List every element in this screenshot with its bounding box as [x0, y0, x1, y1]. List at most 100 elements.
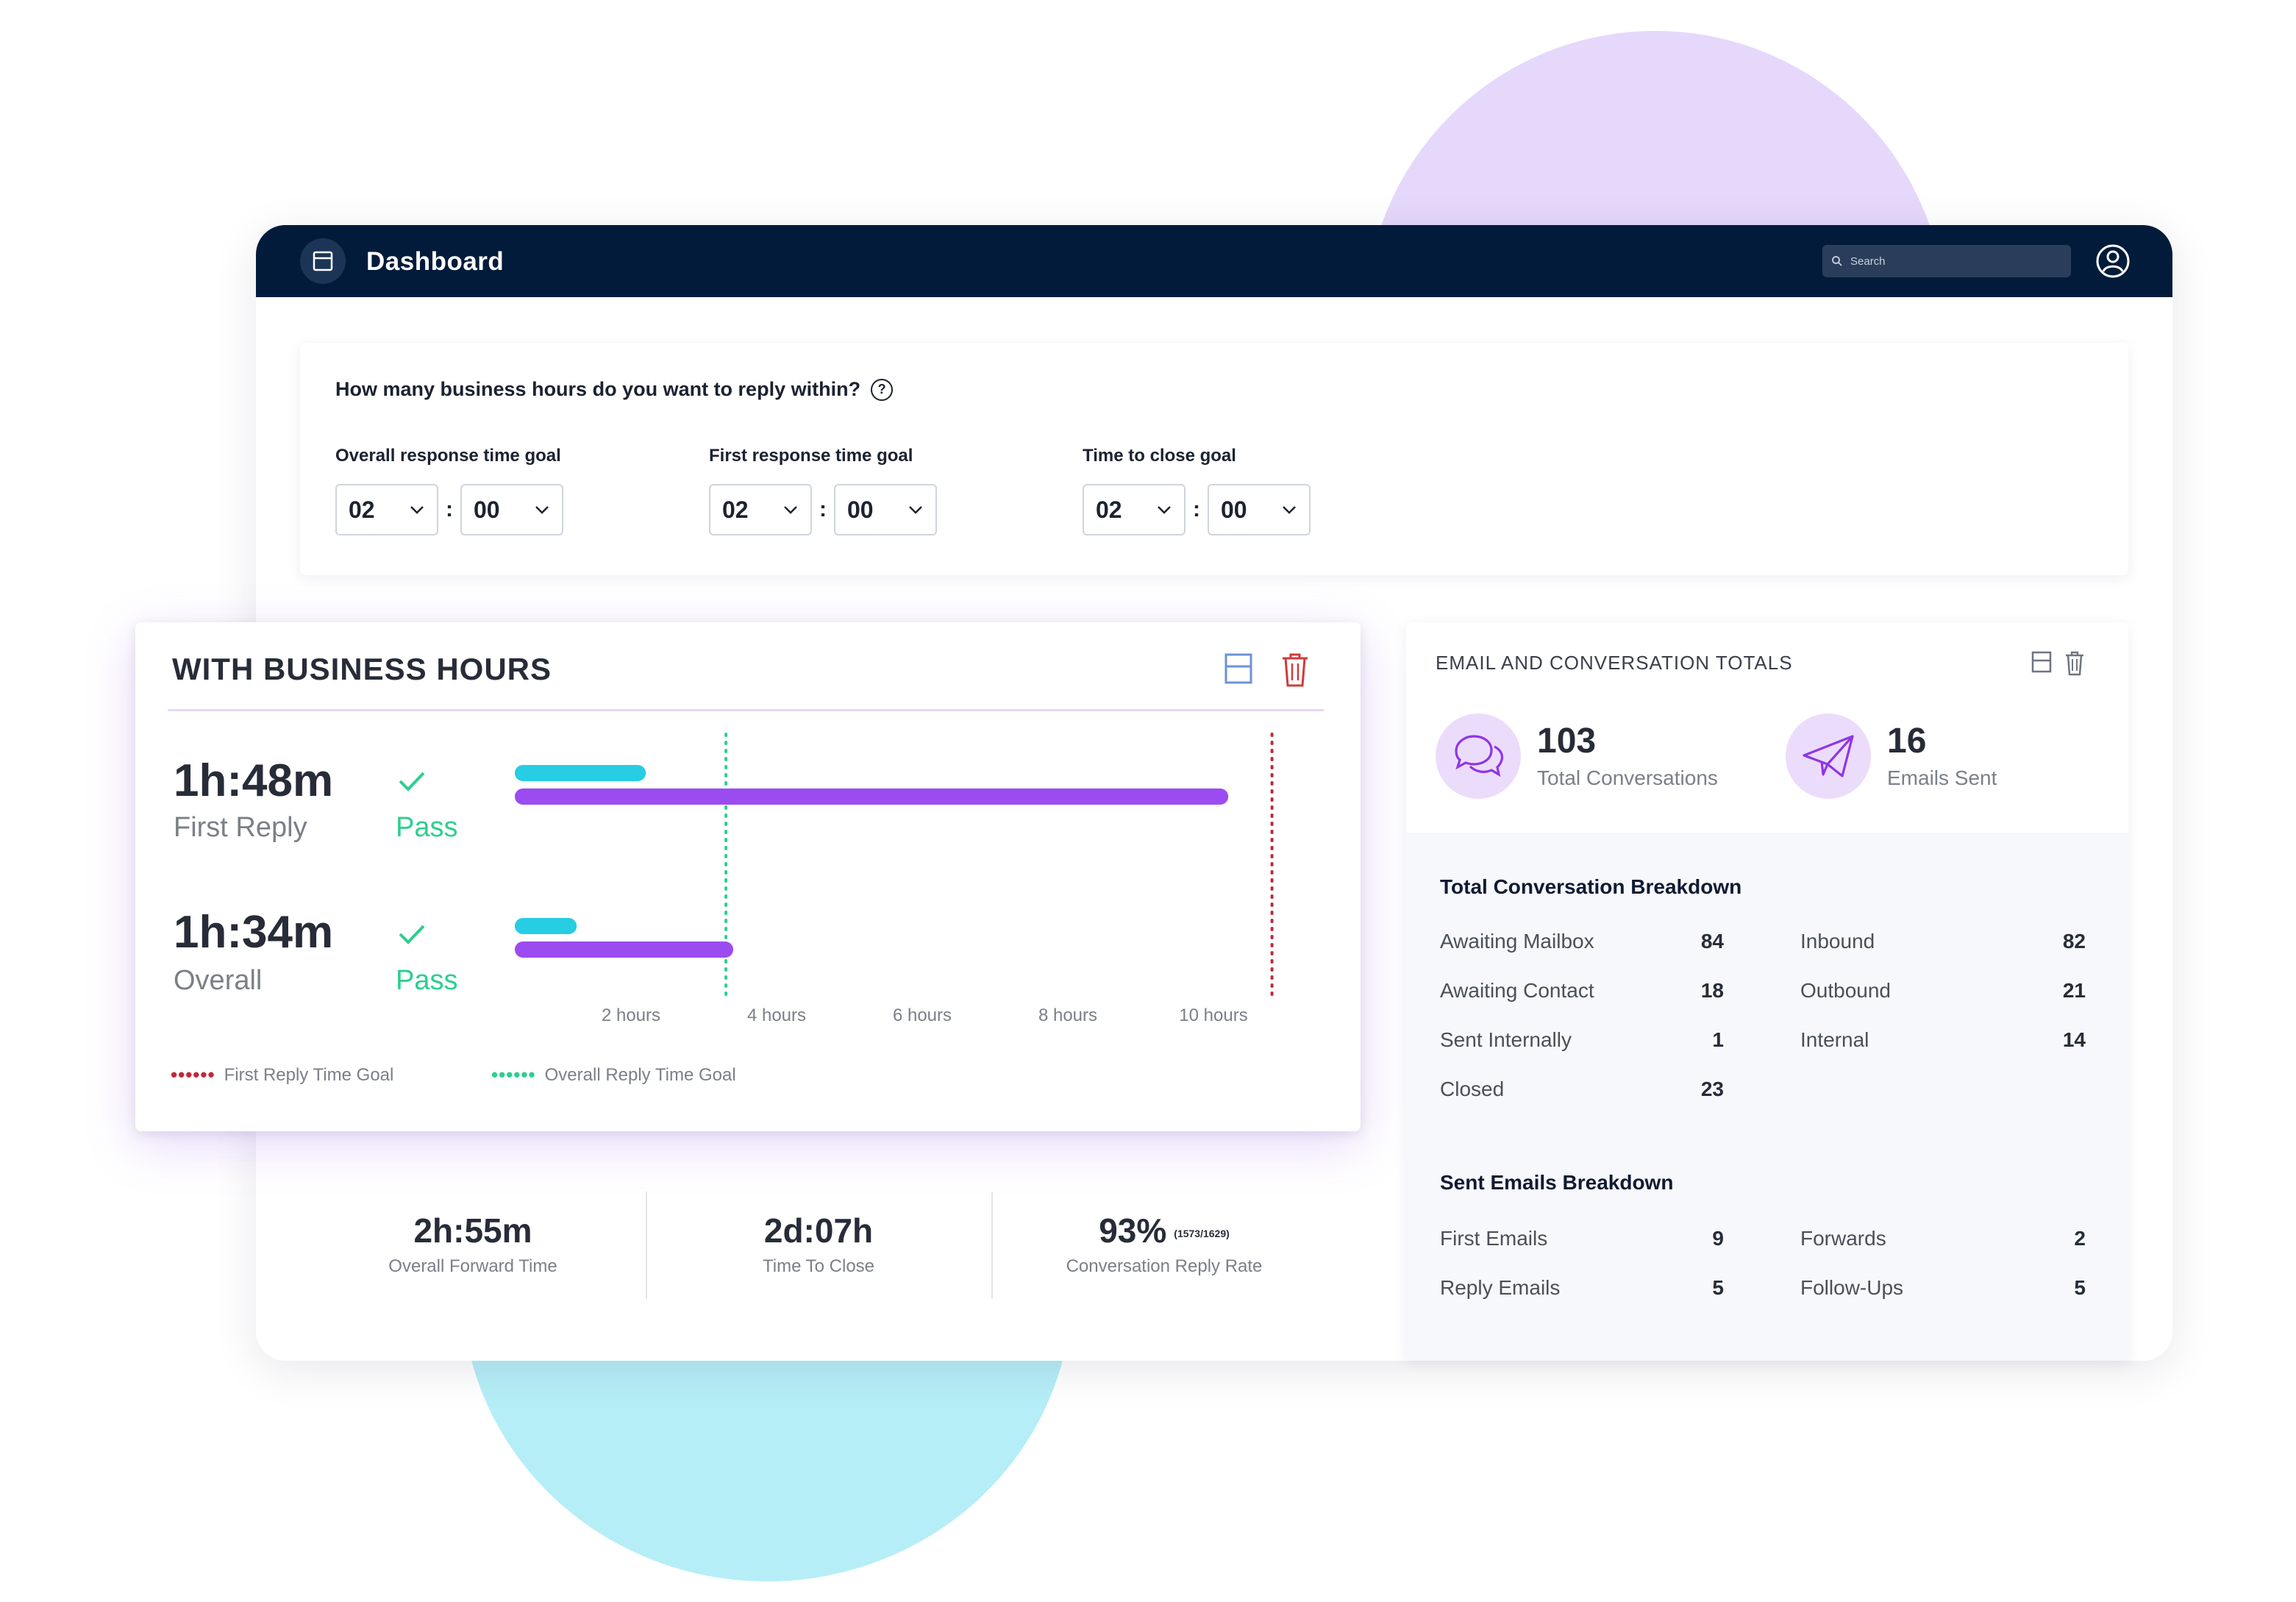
layout-icon: [313, 251, 333, 271]
legend-label: First Reply Time Goal: [224, 1064, 394, 1085]
bar-overall-1: [515, 941, 733, 958]
minutes-select[interactable]: 00: [460, 484, 563, 535]
stat-value: 93%: [1099, 1211, 1167, 1250]
reply-time-chart: 2 hours 4 hours 6 hours 8 hours 10 hours: [515, 733, 1274, 1025]
row-label: Internal: [1800, 1028, 1869, 1051]
trash-icon[interactable]: [2064, 650, 2086, 677]
row-label: Reply Emails: [1440, 1276, 1561, 1299]
stat-value-row: 2h:55m: [300, 1211, 646, 1250]
response-goals-panel: How many business hours do you want to r…: [300, 343, 2128, 575]
row-value: 5: [1712, 1276, 1724, 1299]
stat-value-row: 93% (1573/1629): [991, 1211, 1337, 1250]
x-tick-label: 4 hours: [747, 1005, 806, 1025]
row-label: Inbound: [1800, 930, 1875, 953]
stat-label: Conversation Reply Rate: [1066, 1256, 1263, 1276]
hours-value: 02: [1096, 496, 1122, 523]
hours-value: 02: [349, 496, 375, 523]
layout-toggle-icon[interactable]: [1224, 652, 1253, 686]
breakdown-row: Internal 14: [1800, 1028, 2086, 1052]
x-tick-label: 6 hours: [893, 1005, 952, 1025]
row-value: 82: [2062, 930, 2086, 953]
help-icon[interactable]: ?: [871, 378, 894, 401]
stat-label: Time To Close: [762, 1256, 875, 1276]
hours-select[interactable]: 02: [709, 484, 812, 535]
breakdown-section: Total Conversation Breakdown Awaiting Ma…: [1406, 833, 2128, 1361]
goal-label: Time to close goal: [1083, 446, 1236, 466]
search-input[interactable]: [1849, 254, 2058, 268]
row-label: Awaiting Mailbox: [1440, 930, 1594, 953]
row-value: 9: [1712, 1227, 1724, 1250]
row-value: 2: [2074, 1227, 2086, 1250]
row-label: Awaiting Contact: [1440, 979, 1594, 1002]
breakdown-row: Awaiting Mailbox 84: [1440, 930, 1724, 953]
check-icon: [399, 925, 425, 944]
stat-conversation-reply-rate: 93% (1573/1629) Conversation Reply Rate: [991, 1211, 1337, 1277]
minutes-value: 00: [847, 496, 874, 523]
chevron-down-icon: [1158, 506, 1171, 514]
chevron-down-icon: [784, 506, 797, 514]
business-hours-card: WITH BUSINESS HOURS 1h:48m First Reply P…: [135, 622, 1361, 1131]
hours-select[interactable]: 02: [335, 484, 438, 535]
breakdown-row: Outbound 21: [1800, 979, 2086, 1003]
emails-sent-value: 16: [1887, 722, 1927, 761]
legend-label: Overall Reply Time Goal: [544, 1064, 736, 1085]
red-dotted-swatch: ••••••: [171, 1064, 215, 1086]
green-dotted-swatch: ••••••: [491, 1064, 536, 1086]
layout-toggle-icon[interactable]: [2031, 650, 2052, 674]
first-reply-label: First Reply: [174, 812, 307, 843]
stat-time-to-close: 2d:07h Time To Close: [646, 1211, 991, 1277]
hours-value: 02: [722, 496, 749, 523]
row-label: Follow-Ups: [1800, 1276, 1904, 1299]
bar-first-reply-1: [515, 788, 1229, 805]
overall-label: Overall: [174, 965, 263, 996]
row-label: Sent Internally: [1440, 1028, 1572, 1051]
sent-breakdown-title: Sent Emails Breakdown: [1440, 1171, 1674, 1194]
bar-first-reply-0: [515, 765, 646, 781]
emails-sent-label: Emails Sent: [1887, 766, 1997, 789]
legend-first-reply-goal: •••••• First Reply Time Goal: [171, 1064, 393, 1086]
user-account-icon[interactable]: [2094, 243, 2131, 280]
minutes-select[interactable]: 00: [834, 484, 937, 535]
total-conversations-value: 103: [1537, 722, 1597, 761]
search-icon: [1832, 256, 1842, 266]
row-label: Closed: [1440, 1078, 1505, 1100]
top-navbar: Dashboard: [256, 225, 2172, 297]
layout-menu-button[interactable]: [300, 238, 346, 284]
chat-bubbles-icon-badge: [1436, 713, 1521, 799]
breakdown-row: Awaiting Contact 18: [1440, 979, 1724, 1003]
row-value: 84: [1700, 930, 1724, 953]
paper-plane-icon-badge: [1786, 713, 1871, 799]
minutes-select[interactable]: 00: [1208, 484, 1311, 535]
chevron-down-icon: [410, 506, 424, 514]
page-title: Dashboard: [366, 247, 505, 276]
chat-bubbles-icon: [1455, 735, 1504, 777]
stat-value-row: 2d:07h: [646, 1211, 991, 1250]
x-tick-label: 8 hours: [1038, 1005, 1097, 1025]
hours-select[interactable]: 02: [1083, 484, 1186, 535]
x-tick-label: 2 hours: [602, 1005, 660, 1025]
conversation-breakdown-title: Total Conversation Breakdown: [1440, 875, 1742, 898]
x-tick-label: 10 hours: [1179, 1005, 1247, 1025]
card-title: EMAIL AND CONVERSATION TOTALS: [1436, 652, 1793, 674]
overall-response-goal: Overall response time goal 02 : 00: [335, 446, 563, 535]
search-bar[interactable]: [1822, 245, 2071, 277]
bar-overall-0: [515, 918, 577, 934]
row-value: 23: [1700, 1078, 1724, 1100]
stat-divider: [646, 1192, 647, 1299]
goals-question-row: How many business hours do you want to r…: [335, 378, 894, 401]
stat-overall-forward-time: 2h:55m Overall Forward Time: [300, 1211, 646, 1277]
overall-status: Pass: [396, 965, 458, 996]
breakdown-row: Sent Internally 1: [1440, 1028, 1724, 1052]
time-separator: :: [819, 497, 827, 521]
stat-label: Overall Forward Time: [388, 1256, 557, 1276]
time-to-close-goal: Time to close goal 02 : 00: [1083, 446, 1311, 535]
row-label: Outbound: [1800, 979, 1891, 1002]
breakdown-row: Inbound 82: [1800, 930, 2086, 953]
time-separator: :: [1193, 497, 1200, 521]
stat-value: 2d:07h: [763, 1211, 874, 1250]
row-value: 18: [1700, 979, 1724, 1002]
trash-icon[interactable]: [1280, 652, 1311, 688]
time-separator: :: [446, 497, 453, 521]
breakdown-row: Follow-Ups 5: [1800, 1276, 2086, 1300]
first-response-goal: First response time goal 02 : 00: [709, 446, 937, 535]
